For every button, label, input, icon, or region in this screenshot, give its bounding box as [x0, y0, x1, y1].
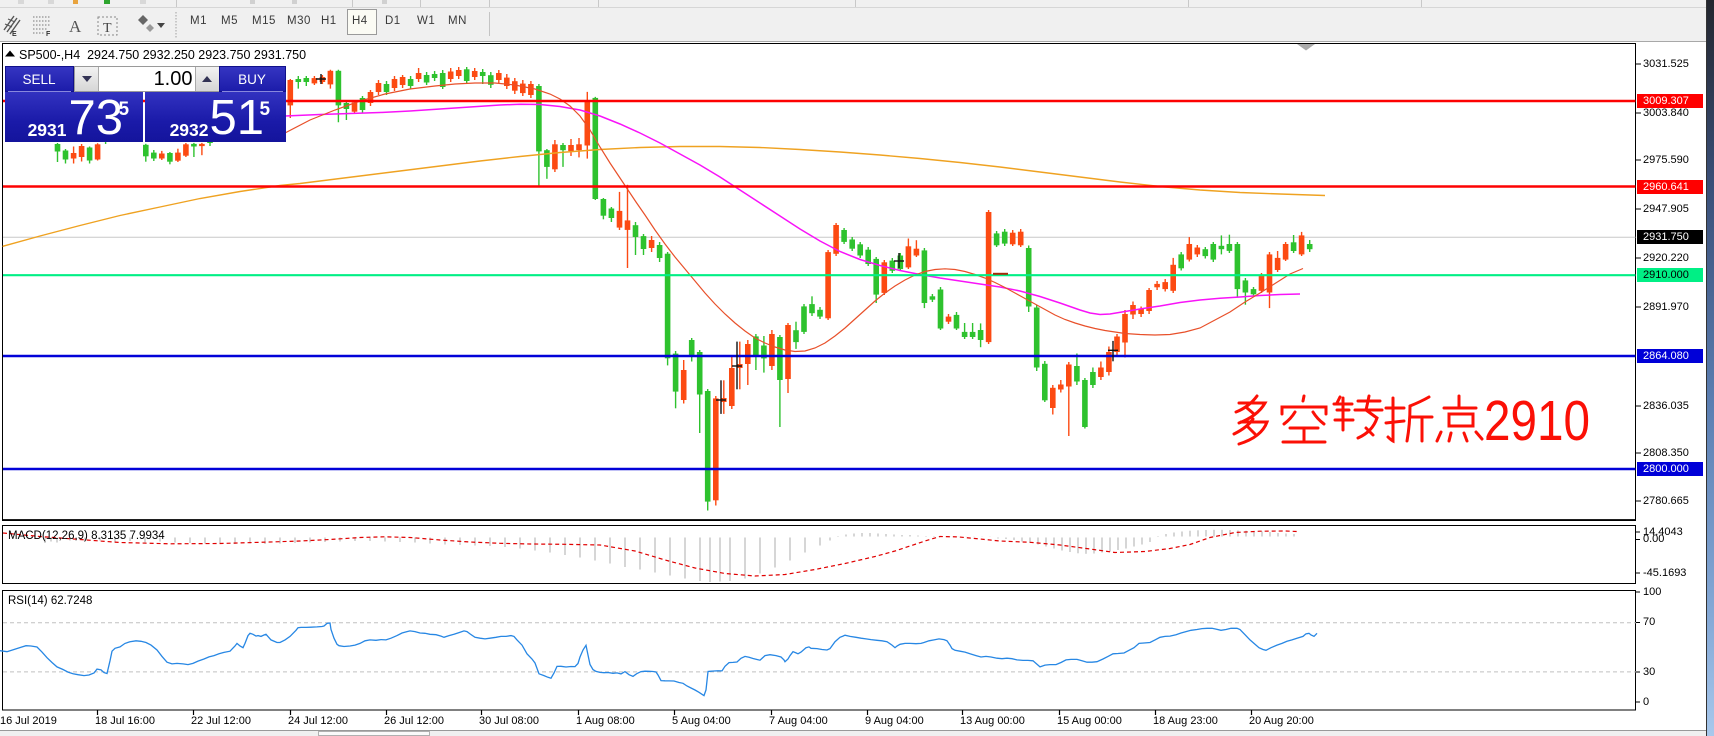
svg-text:2910: 2910 [1484, 389, 1590, 453]
svg-text:A: A [69, 17, 82, 36]
svg-text:T: T [103, 21, 112, 36]
svg-text:F: F [46, 31, 51, 38]
svg-text:E: E [12, 31, 17, 38]
